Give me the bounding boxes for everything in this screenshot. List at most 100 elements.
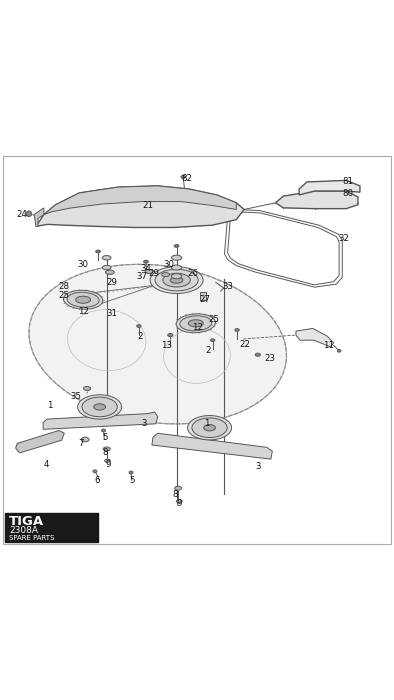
Ellipse shape — [155, 270, 198, 291]
Text: 9: 9 — [177, 499, 182, 508]
Ellipse shape — [170, 277, 183, 284]
Text: 2308A: 2308A — [9, 526, 38, 535]
Text: 29: 29 — [148, 269, 159, 278]
Text: 2: 2 — [206, 346, 211, 356]
Ellipse shape — [180, 316, 212, 331]
Text: 35: 35 — [71, 392, 82, 401]
Text: 25: 25 — [208, 315, 219, 324]
Text: 1: 1 — [47, 401, 52, 410]
Text: 8: 8 — [102, 449, 108, 457]
Ellipse shape — [129, 471, 133, 474]
Ellipse shape — [84, 386, 91, 391]
Ellipse shape — [103, 447, 110, 451]
Text: 6: 6 — [94, 476, 100, 485]
Ellipse shape — [162, 273, 169, 276]
Text: 7: 7 — [78, 439, 84, 448]
Ellipse shape — [188, 416, 232, 440]
Ellipse shape — [174, 244, 179, 247]
Ellipse shape — [337, 349, 341, 352]
Circle shape — [26, 211, 32, 216]
Ellipse shape — [93, 470, 97, 473]
Text: 23: 23 — [264, 354, 275, 363]
Text: 37: 37 — [136, 272, 147, 281]
Text: 82: 82 — [181, 174, 192, 183]
Ellipse shape — [150, 267, 203, 293]
Ellipse shape — [235, 328, 239, 331]
Ellipse shape — [102, 265, 111, 270]
Text: 8: 8 — [173, 490, 178, 499]
Ellipse shape — [204, 425, 216, 431]
Polygon shape — [200, 292, 206, 300]
Polygon shape — [36, 186, 244, 228]
Text: 34: 34 — [140, 264, 151, 273]
Text: 11: 11 — [323, 341, 335, 350]
Ellipse shape — [105, 459, 110, 462]
Text: 13: 13 — [161, 341, 172, 350]
Ellipse shape — [143, 260, 148, 263]
Text: 81: 81 — [342, 178, 353, 186]
Ellipse shape — [29, 265, 286, 424]
Text: 12: 12 — [192, 323, 203, 332]
Ellipse shape — [192, 418, 227, 438]
Ellipse shape — [171, 256, 182, 260]
Text: 28: 28 — [59, 282, 70, 291]
Polygon shape — [34, 208, 44, 226]
Polygon shape — [16, 430, 64, 453]
Ellipse shape — [177, 500, 182, 503]
Text: 32: 32 — [338, 234, 349, 243]
Text: 3: 3 — [141, 419, 147, 428]
Ellipse shape — [181, 176, 186, 178]
Ellipse shape — [106, 270, 114, 274]
Text: 25: 25 — [59, 291, 70, 300]
Ellipse shape — [171, 265, 182, 270]
Ellipse shape — [67, 292, 99, 307]
Ellipse shape — [145, 270, 153, 274]
Ellipse shape — [94, 404, 106, 410]
Ellipse shape — [82, 397, 117, 416]
Polygon shape — [43, 412, 158, 429]
Text: 30: 30 — [77, 260, 88, 269]
Text: TIGA: TIGA — [9, 515, 45, 528]
Text: 26: 26 — [187, 269, 198, 278]
Text: 31: 31 — [106, 309, 117, 318]
Text: 3: 3 — [255, 463, 260, 472]
Ellipse shape — [96, 250, 100, 253]
Ellipse shape — [81, 438, 89, 442]
Text: 9: 9 — [106, 460, 111, 469]
Ellipse shape — [163, 273, 190, 287]
Ellipse shape — [76, 296, 91, 303]
Text: 12: 12 — [78, 307, 89, 316]
Ellipse shape — [78, 395, 122, 419]
Text: 22: 22 — [240, 340, 251, 349]
Text: 29: 29 — [106, 278, 117, 287]
Polygon shape — [152, 433, 272, 459]
Ellipse shape — [63, 290, 103, 309]
Polygon shape — [296, 328, 334, 347]
Text: 1: 1 — [204, 419, 210, 428]
Text: 30: 30 — [164, 260, 175, 269]
Ellipse shape — [175, 486, 182, 490]
Text: SPARE PARTS: SPARE PARTS — [9, 535, 55, 540]
Ellipse shape — [171, 274, 182, 279]
Polygon shape — [44, 186, 236, 214]
Text: 33: 33 — [223, 282, 234, 291]
Text: 2: 2 — [138, 332, 143, 341]
Polygon shape — [275, 191, 358, 209]
Ellipse shape — [210, 339, 215, 342]
Ellipse shape — [137, 325, 141, 328]
Text: 5: 5 — [102, 433, 108, 442]
Ellipse shape — [102, 429, 106, 432]
FancyBboxPatch shape — [6, 513, 98, 542]
Text: 27: 27 — [199, 295, 210, 304]
Text: 80: 80 — [342, 189, 353, 198]
Text: 5: 5 — [130, 476, 135, 485]
Ellipse shape — [188, 320, 203, 327]
Text: 21: 21 — [142, 201, 153, 210]
Text: 4: 4 — [43, 460, 48, 469]
Ellipse shape — [102, 256, 111, 260]
Ellipse shape — [176, 314, 216, 332]
Ellipse shape — [255, 353, 260, 356]
Ellipse shape — [168, 333, 173, 337]
Polygon shape — [299, 181, 360, 195]
Text: 24: 24 — [17, 210, 28, 219]
